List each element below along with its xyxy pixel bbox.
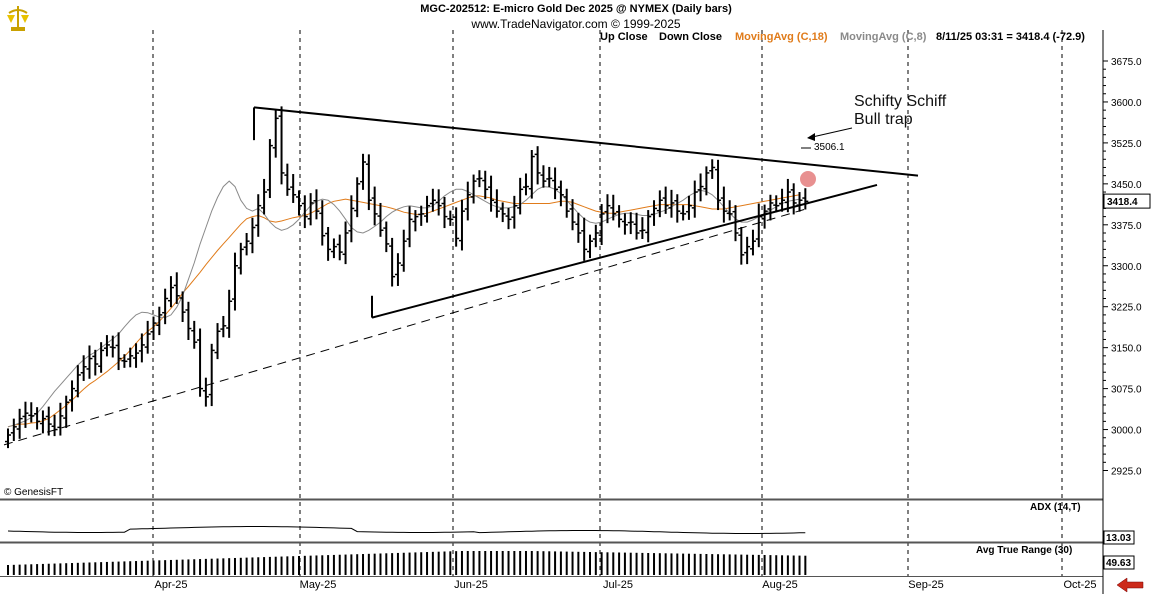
annotation-arrowhead <box>807 133 815 141</box>
price-tick-label: 3000.0 <box>1111 426 1142 437</box>
time-tick-label: Apr-25 <box>154 579 187 591</box>
ma8-line <box>7 180 800 428</box>
chart-title: MGC-202512: E-micro Gold Dec 2025 @ NYME… <box>420 3 732 15</box>
annotation-line1: Schifty Schiff <box>854 93 947 110</box>
legend-down-close: Down Close <box>659 31 722 43</box>
time-tick-label: Oct-25 <box>1063 579 1096 591</box>
price-label: 3506.1 <box>814 142 845 153</box>
legend-ma18: MovingAvg (C,18) <box>735 31 828 43</box>
price-tick-label: 3150.0 <box>1111 344 1142 355</box>
adx-line <box>7 526 806 534</box>
adx-value: 13.03 <box>1106 533 1131 544</box>
price-tick-label: 3525.0 <box>1111 139 1142 150</box>
adx-value-box <box>1103 530 1135 545</box>
legend-up-close: Up Close <box>600 31 648 43</box>
lower-support-trendline <box>371 183 878 319</box>
last-price-label: 3418.4 <box>1107 197 1138 208</box>
time-tick-label: Jun-25 <box>454 579 488 591</box>
long-term-support-trendline <box>3 208 807 446</box>
chart-subtitle: www.TradeNavigator.com © 1999-2025 <box>471 17 681 31</box>
time-tick-label: Aug-25 <box>762 579 797 591</box>
adx-label: ADX (14,T) <box>1030 502 1081 513</box>
price-tick-label: 3375.0 <box>1111 221 1142 232</box>
upper-resistance-trendline <box>253 106 919 177</box>
scroll-left-arrow-icon <box>1116 577 1144 593</box>
time-tick-label: May-25 <box>300 579 337 591</box>
trade-navigator-logo-icon <box>4 3 32 33</box>
price-tick-label: 3225.0 <box>1111 303 1142 314</box>
price-tick-label: 3450.0 <box>1111 180 1142 191</box>
bull-trap-marker <box>800 171 816 187</box>
price-tick-label: 3675.0 <box>1111 57 1142 68</box>
price-tick-label: 2925.0 <box>1111 467 1142 478</box>
legend-ma8: MovingAvg (C,8) <box>840 31 927 43</box>
price-tick-label: 3600.0 <box>1111 98 1142 109</box>
time-tick-label: Sep-25 <box>908 579 943 591</box>
copyright-label: © GenesisFT <box>4 487 64 498</box>
last-price-box <box>1103 193 1151 209</box>
time-tick-label: Jul-25 <box>603 579 633 591</box>
price-tick-label: 3075.0 <box>1111 385 1142 396</box>
annotation-arrow <box>807 127 853 139</box>
annotation-line2: Bull trap <box>854 111 913 128</box>
ma18-line <box>7 194 800 428</box>
legend-last-bar: 8/11/25 03:31 = 3418.4 (-72.9) <box>936 31 1085 43</box>
atr-label: Avg True Range (30) <box>976 545 1073 556</box>
atr-value-box <box>1103 555 1135 570</box>
atr-value: 49.63 <box>1106 558 1131 569</box>
price-tick-label: 3300.0 <box>1111 262 1142 273</box>
